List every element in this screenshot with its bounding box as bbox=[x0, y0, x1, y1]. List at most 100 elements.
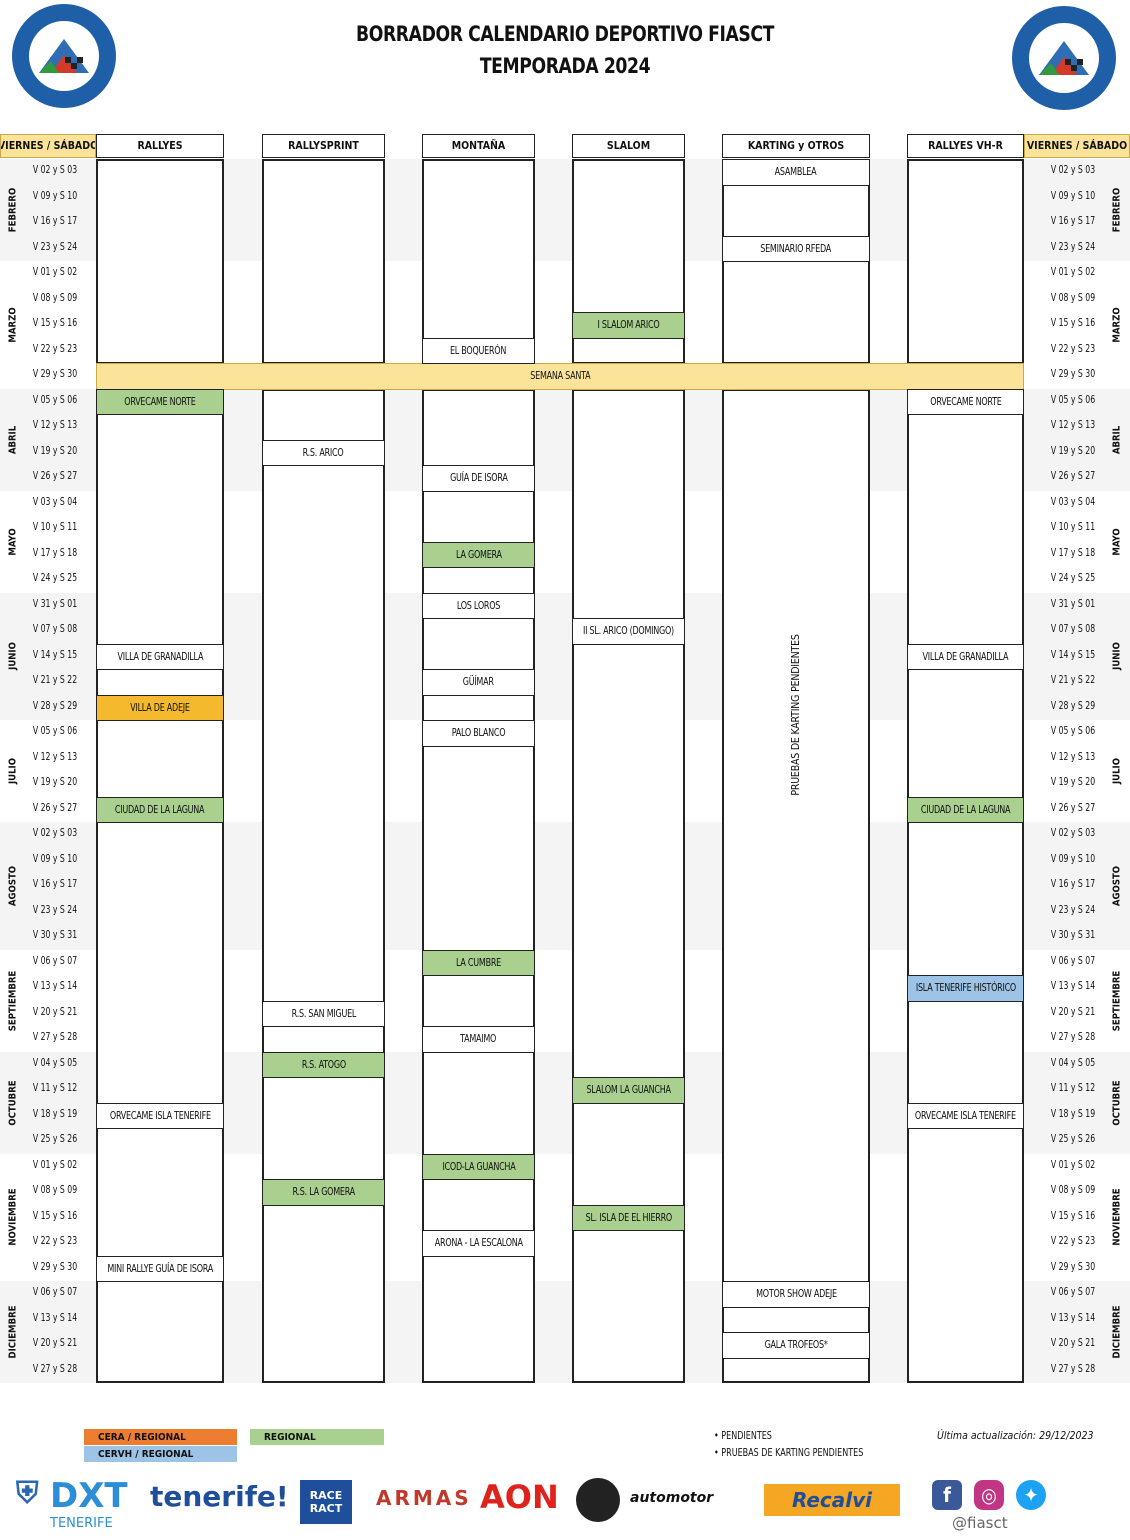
event-cell[interactable]: GALA TROFEOS* bbox=[722, 1332, 870, 1359]
month-label-right: MAYO bbox=[1111, 527, 1123, 556]
event-cell[interactable]: CIUDAD DE LA LAGUNA bbox=[96, 796, 224, 823]
day-label-right: V 23 y S 24 bbox=[1050, 240, 1096, 253]
day-label-left: V 17 y S 18 bbox=[32, 546, 78, 559]
instagram-icon[interactable]: ◎ bbox=[974, 1480, 1004, 1510]
twitter-icon[interactable]: ✦ bbox=[1016, 1480, 1046, 1510]
right-day-header: VIERNES / SÁBADO bbox=[1024, 134, 1130, 158]
day-label-right: V 30 y S 31 bbox=[1050, 929, 1096, 941]
event-cell[interactable]: ORVECAME NORTE bbox=[907, 388, 1024, 415]
event-label: PALO BLANCO bbox=[451, 727, 506, 740]
day-label-left: V 02 y S 03 bbox=[32, 164, 78, 176]
day-label-left: V 16 y S 17 bbox=[32, 215, 78, 227]
event-cell[interactable]: VILLA DE GRANADILLA bbox=[96, 643, 224, 670]
event-label: ISLA TENERIFE HISTÓRICO bbox=[915, 982, 1016, 995]
event-cell[interactable]: II SL. ARICO (DOMINGO) bbox=[572, 618, 685, 645]
event-cell[interactable]: LA CUMBRE bbox=[422, 949, 535, 976]
event-cell[interactable]: ICOD-LA GUANCHA bbox=[422, 1153, 535, 1180]
discipline-column bbox=[262, 388, 385, 1383]
day-label-right: V 23 y S 24 bbox=[1050, 903, 1096, 916]
column-header: SLALOM bbox=[572, 134, 685, 158]
event-cell[interactable]: ORVECAME ISLA TENERIFE bbox=[96, 1102, 224, 1129]
day-label-left: V 27 y S 28 bbox=[32, 1362, 78, 1375]
day-label-right: V 29 y S 30 bbox=[1050, 368, 1096, 380]
day-label-right: V 18 y S 19 bbox=[1050, 1107, 1096, 1120]
event-cell[interactable]: CIUDAD DE LA LAGUNA bbox=[907, 796, 1024, 823]
event-label: GUÍA DE ISORA bbox=[449, 472, 508, 485]
event-cell[interactable]: VILLA DE GRANADILLA bbox=[907, 643, 1024, 670]
event-cell[interactable]: SEMINARIO RFEDA bbox=[722, 235, 870, 262]
month-label-left: ABRIL bbox=[7, 425, 19, 454]
month-label-right: JUNIO bbox=[1111, 642, 1123, 671]
discipline-column bbox=[907, 388, 1024, 1383]
event-label: SL. ISLA DE EL HIERRO bbox=[585, 1211, 672, 1224]
event-cell[interactable]: R.S. ATOGO bbox=[262, 1051, 385, 1078]
event-cell[interactable]: MOTOR SHOW ADEJE bbox=[722, 1281, 870, 1308]
day-label-right: V 15 y S 16 bbox=[1050, 1209, 1096, 1222]
event-cell[interactable]: VILLA DE ADEJE bbox=[96, 694, 224, 721]
column-header: RALLYES bbox=[96, 134, 224, 158]
month-label-right: NOVIEMBRE bbox=[1111, 1188, 1123, 1246]
day-label-left: V 29 y S 30 bbox=[32, 1260, 78, 1273]
day-label-left: V 05 y S 06 bbox=[32, 725, 78, 737]
event-cell[interactable]: R.S. LA GOMERA bbox=[262, 1179, 385, 1206]
right-logo bbox=[1012, 6, 1116, 110]
month-label-left: OCTUBRE bbox=[7, 1079, 19, 1126]
facebook-icon[interactable]: f bbox=[932, 1480, 962, 1510]
month-label-left: NOVIEMBRE bbox=[7, 1188, 19, 1246]
event-cell[interactable]: PALO BLANCO bbox=[422, 720, 535, 747]
day-label-right: V 03 y S 04 bbox=[1050, 495, 1096, 508]
page-subtitle: TEMPORADA 2024 bbox=[479, 54, 651, 78]
day-label-right: V 12 y S 13 bbox=[1050, 750, 1096, 763]
day-label-right: V 01 y S 02 bbox=[1050, 266, 1096, 278]
month-label-right: OCTUBRE bbox=[1111, 1079, 1123, 1126]
event-cell[interactable]: R.S. ARICO bbox=[262, 439, 385, 466]
day-label-right: V 22 y S 23 bbox=[1050, 342, 1096, 355]
day-label-right: V 22 y S 23 bbox=[1050, 1235, 1096, 1247]
event-cell[interactable]: ISLA TENERIFE HISTÓRICO bbox=[907, 975, 1024, 1002]
discipline-column bbox=[96, 159, 224, 364]
event-cell[interactable]: GÜÍMAR bbox=[422, 669, 535, 696]
event-cell[interactable]: MINI RALLYE GUÍA DE ISORA bbox=[96, 1255, 224, 1282]
column-header: RALLYSPRINT bbox=[262, 134, 385, 158]
karting-pending-vertical: PRUEBAS DE KARTING PENDIENTES bbox=[790, 634, 802, 796]
day-label-right: V 13 y S 14 bbox=[1050, 980, 1096, 992]
event-cell[interactable]: ARONA - LA ESCALONA bbox=[422, 1230, 535, 1257]
discipline-column bbox=[96, 388, 224, 1383]
event-cell[interactable]: SL. ISLA DE EL HIERRO bbox=[572, 1204, 685, 1231]
day-label-right: V 11 y S 12 bbox=[1050, 1082, 1096, 1094]
month-label-right: JULIO bbox=[1111, 757, 1123, 785]
day-label-left: V 13 y S 14 bbox=[32, 1311, 78, 1324]
event-cell[interactable]: TAMAIMO bbox=[422, 1026, 535, 1053]
day-label-right: V 14 y S 15 bbox=[1050, 648, 1096, 661]
tenerife-logo: tenerife! bbox=[150, 1480, 289, 1513]
event-cell[interactable]: I SLALOM ARICO bbox=[572, 312, 685, 339]
event-label: ORVECAME ISLA TENERIFE bbox=[109, 1109, 211, 1122]
day-label-right: V 20 y S 21 bbox=[1050, 1337, 1096, 1349]
event-cell[interactable]: GUÍA DE ISORA bbox=[422, 465, 535, 492]
day-label-left: V 27 y S 28 bbox=[32, 1031, 78, 1043]
event-cell[interactable]: SLALOM LA GUANCHA bbox=[572, 1077, 685, 1104]
event-cell[interactable]: ORVECAME NORTE bbox=[96, 388, 224, 415]
month-label-left: FEBRERO bbox=[7, 187, 19, 233]
day-label-right: V 08 y S 09 bbox=[1050, 291, 1096, 304]
left-day-header: VIERNES / SÁBADO bbox=[0, 134, 96, 158]
event-cell[interactable]: LA GOMERA bbox=[422, 541, 535, 568]
recalvi-logo: Recalvi bbox=[764, 1484, 900, 1516]
day-label-left: V 01 y S 02 bbox=[32, 266, 78, 278]
event-label: CIUDAD DE LA LAGUNA bbox=[115, 803, 205, 816]
day-label-right: V 25 y S 26 bbox=[1050, 1133, 1096, 1145]
event-cell[interactable]: ASAMBLEA bbox=[722, 159, 870, 186]
month-label-right: DICIEMBRE bbox=[1111, 1305, 1123, 1359]
event-cell[interactable]: ORVECAME ISLA TENERIFE bbox=[907, 1102, 1024, 1129]
event-label: I SLALOM ARICO bbox=[597, 319, 660, 332]
event-cell[interactable]: LOS LOROS bbox=[422, 592, 535, 619]
day-label-right: V 12 y S 13 bbox=[1050, 419, 1096, 431]
event-label: GALA TROFEOS* bbox=[764, 1339, 828, 1352]
month-label-left: SEPTIEMBRE bbox=[7, 970, 19, 1031]
day-label-left: V 20 y S 21 bbox=[32, 1337, 78, 1349]
event-cell[interactable]: R.S. SAN MIGUEL bbox=[262, 1000, 385, 1027]
day-label-right: V 19 y S 20 bbox=[1050, 776, 1096, 788]
event-label: ORVECAME NORTE bbox=[929, 395, 1002, 408]
event-cell[interactable]: EL BOQUERÓN bbox=[422, 337, 535, 364]
